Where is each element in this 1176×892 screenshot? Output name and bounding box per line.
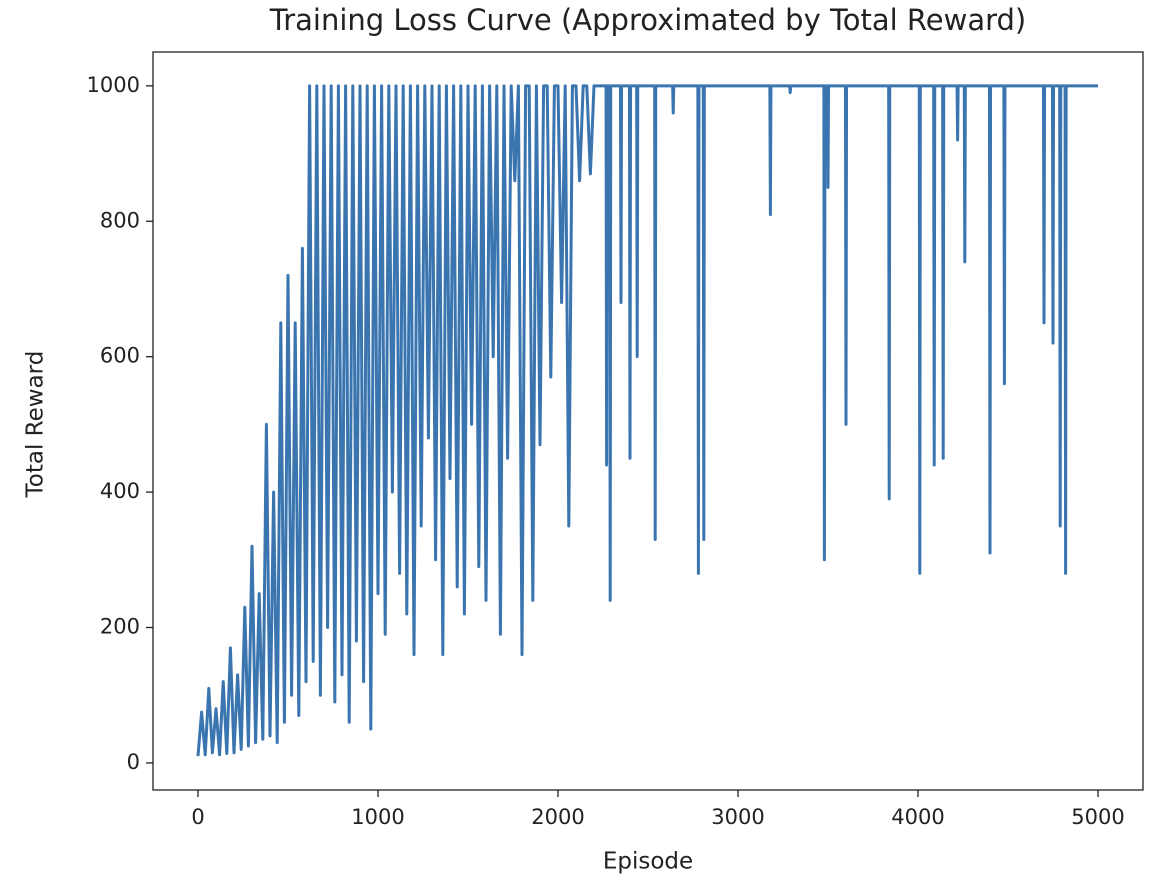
y-tick-label: 200 — [100, 615, 140, 639]
y-tick-label: 0 — [127, 750, 140, 774]
plot-frame — [152, 51, 1144, 791]
x-tick-label: 2000 — [531, 805, 584, 829]
x-tick-label: 0 — [191, 805, 204, 829]
line-series — [196, 84, 1098, 757]
x-tick-label: 1000 — [351, 805, 404, 829]
y-tick-label: 600 — [100, 344, 140, 368]
x-tick-label: 5000 — [1071, 805, 1124, 829]
y-axis-label: Total Reward — [23, 351, 49, 499]
x-tick-label: 4000 — [891, 805, 944, 829]
y-tick-label: 1000 — [87, 73, 140, 97]
x-axis-label: Episode — [603, 849, 693, 875]
y-tick-label: 400 — [100, 479, 140, 503]
x-tick-label: 3000 — [711, 805, 764, 829]
chart-title: Training Loss Curve (Approximated by Tot… — [269, 3, 1026, 37]
y-tick-label: 800 — [100, 208, 140, 232]
